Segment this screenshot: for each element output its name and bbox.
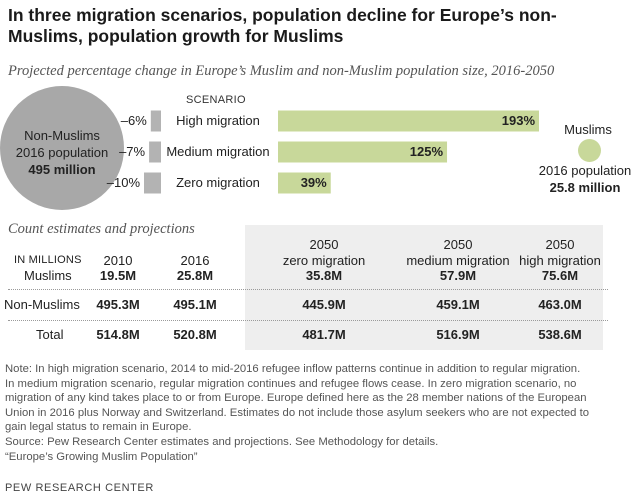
table-column-header: 2050 medium migration (393, 237, 523, 269)
muslim-population-circle (578, 139, 601, 162)
table-cell: 538.6M (538, 327, 582, 342)
table-cell: 495.3M (96, 297, 140, 312)
table-cell: 516.9M (436, 327, 480, 342)
table-cell: 514.8M (96, 327, 140, 342)
nonmuslim-circle-line2: 2016 population (15, 145, 109, 160)
table-row-label: Non-Muslims (4, 297, 80, 312)
note-line: gain legal status to remain in Europe. (5, 421, 192, 434)
table-section-title: Count estimates and projections (8, 221, 195, 237)
table-column-header: 2050 high migration (495, 237, 625, 269)
table-cell: 445.9M (302, 297, 346, 312)
table-cell: 520.8M (173, 327, 217, 342)
note-line: migration of any kind takes place to or … (5, 392, 587, 405)
column-header-line1: 2050 (309, 237, 339, 252)
table-row-label: Muslims (24, 268, 72, 283)
source-line: Source: Pew Research Center estimates an… (5, 435, 439, 448)
column-header-line2: medium migration (406, 253, 510, 268)
muslim-change-bar (278, 110, 539, 132)
nonmuslim-change-bar (150, 110, 161, 132)
table-column-header: 2050 zero migration (259, 237, 389, 269)
table-row-label: Total (36, 327, 64, 342)
muslim-circle-label: 2016 population 25.8 million (530, 162, 639, 196)
table-cell: 19.5M (99, 268, 137, 283)
table-cell: 35.8M (305, 268, 343, 283)
column-header-line2: 2010 (103, 253, 133, 268)
nonmuslim-change-label: –10% (106, 175, 140, 190)
scenario-axis-label: SCENARIO (186, 94, 246, 106)
column-header-line1: 2050 (545, 237, 575, 252)
table-column-header: 2010 (53, 237, 183, 269)
scenario-bar-chart (144, 110, 539, 194)
column-header-line1 (130, 237, 260, 253)
column-header-line2: zero migration (282, 253, 366, 268)
table-units: IN MILLIONS (14, 254, 82, 266)
muslim-change-label: 193% (501, 113, 535, 128)
muslim-change-label: 125% (409, 144, 444, 159)
column-header-line2: high migration (519, 253, 601, 268)
table-divider-1 (8, 289, 608, 290)
note-line: Note: In high migration scenario, 2014 t… (5, 363, 581, 375)
nonmuslim-change-label: –6% (120, 113, 147, 128)
nonmuslim-circle-line1: Non-Muslims (24, 128, 100, 143)
note-line: Union in 2016 plus Norway and Switzerlan… (5, 406, 589, 419)
nonmuslim-circle-value: 495 million (28, 162, 96, 177)
muslim-circle-value: 25.8 million (549, 180, 621, 195)
muslim-change-bar (278, 141, 448, 163)
column-header-line2: 2016 (180, 253, 210, 268)
table-cell: 25.8M (176, 268, 214, 283)
table-cell: 57.9M (439, 268, 477, 283)
table-column-header: 2016 (130, 237, 260, 269)
nonmuslim-circle-label: Non-Muslims 2016 population 495 million (0, 127, 124, 178)
muslim-circle-line2: 2016 population (538, 163, 632, 178)
muslim-change-label: 39% (300, 175, 327, 190)
scenario-label: Zero migration (176, 175, 260, 190)
scenario-label: Medium migration (166, 144, 270, 159)
column-header-line1: 2050 (443, 237, 473, 252)
nonmuslim-population-circle (0, 86, 124, 210)
report-title-line: “Europe’s Growing Muslim Population” (5, 450, 198, 463)
note-line: In medium migration scenario, regular mi… (5, 377, 577, 390)
muslim-change-bar (278, 172, 331, 194)
chart-subtitle: Projected percentage change in Europe’s … (8, 63, 555, 79)
table-shaded-area (245, 225, 603, 350)
chart-title: In three migration scenarios, population… (8, 5, 557, 46)
table-cell: 463.0M (538, 297, 582, 312)
table-cell: 75.6M (541, 268, 579, 283)
muslim-circle-name: Muslims (564, 122, 612, 137)
table-cell: 481.7M (302, 327, 346, 342)
nonmuslim-change-bar (144, 172, 161, 194)
table-divider-2 (8, 320, 608, 321)
table-cell: 495.1M (173, 297, 217, 312)
nonmuslim-change-bar (149, 141, 161, 163)
table-cell: 459.1M (436, 297, 480, 312)
scenario-label: High migration (176, 113, 260, 128)
notes: Note: In high migration scenario, 2014 t… (5, 362, 635, 464)
footer-brand: PEW RESEARCH CENTER (5, 482, 154, 494)
nonmuslim-change-label: –7% (119, 144, 146, 159)
